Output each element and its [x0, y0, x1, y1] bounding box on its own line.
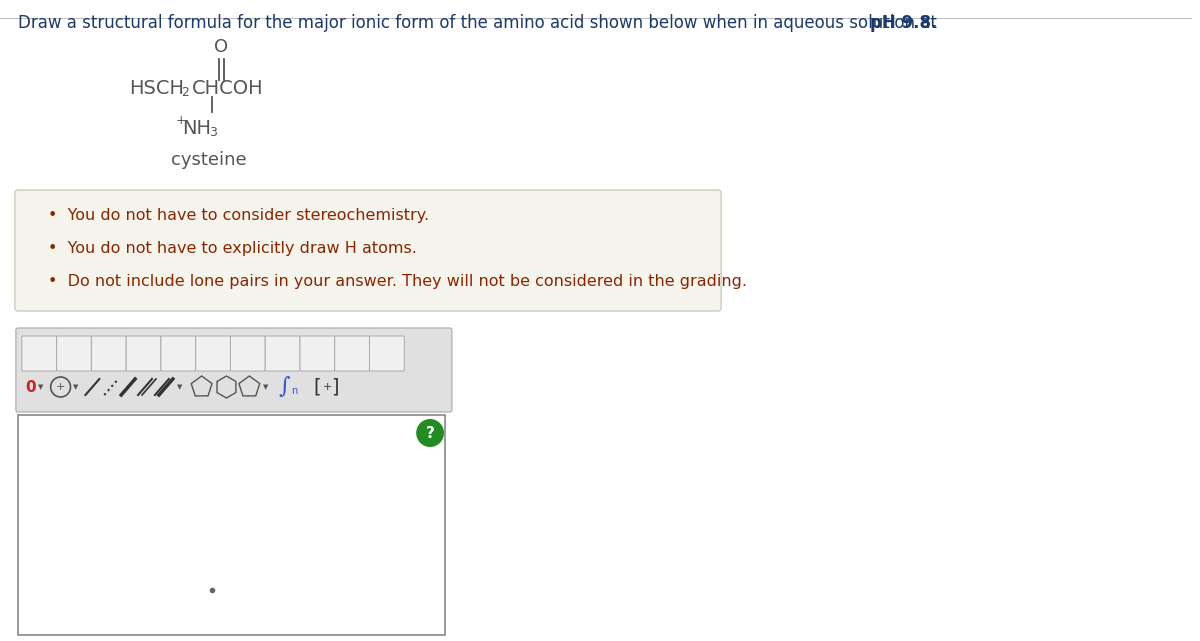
Text: •  Do not include lone pairs in your answer. They will not be considered in the : • Do not include lone pairs in your answ…: [48, 274, 746, 288]
FancyBboxPatch shape: [16, 328, 452, 412]
Text: 0: 0: [25, 379, 36, 394]
Text: ▼: ▼: [72, 384, 78, 390]
Text: NH: NH: [181, 119, 211, 138]
Text: •  You do not have to explicitly draw H atoms.: • You do not have to explicitly draw H a…: [48, 240, 416, 256]
Text: n: n: [292, 386, 298, 396]
Text: +: +: [323, 382, 332, 392]
Text: ▼: ▼: [263, 384, 269, 390]
Text: ▼: ▼: [176, 384, 182, 390]
Text: +: +: [56, 382, 65, 392]
FancyBboxPatch shape: [22, 336, 56, 371]
Text: ?: ?: [426, 426, 434, 440]
FancyBboxPatch shape: [300, 336, 335, 371]
FancyBboxPatch shape: [18, 415, 445, 635]
FancyBboxPatch shape: [230, 336, 265, 371]
FancyBboxPatch shape: [91, 336, 126, 371]
Text: ∫: ∫: [278, 376, 290, 398]
Text: pH 9.8.: pH 9.8.: [870, 14, 937, 32]
FancyBboxPatch shape: [56, 336, 91, 371]
FancyBboxPatch shape: [196, 336, 230, 371]
Circle shape: [416, 419, 444, 447]
Text: 2: 2: [181, 85, 188, 99]
Text: +: +: [176, 113, 186, 126]
FancyBboxPatch shape: [335, 336, 370, 371]
Text: ]: ]: [331, 378, 338, 397]
FancyBboxPatch shape: [14, 190, 721, 311]
FancyBboxPatch shape: [126, 336, 161, 371]
Text: CHCOH: CHCOH: [192, 78, 263, 97]
Text: HSCH: HSCH: [130, 78, 184, 97]
Text: cysteine: cysteine: [170, 151, 246, 169]
Text: 3: 3: [209, 126, 216, 138]
Text: ▼: ▼: [37, 384, 43, 390]
Text: [: [: [314, 378, 322, 397]
FancyBboxPatch shape: [370, 336, 404, 371]
Text: O: O: [215, 38, 228, 56]
FancyBboxPatch shape: [161, 336, 196, 371]
FancyBboxPatch shape: [265, 336, 300, 371]
Text: •  You do not have to consider stereochemistry.: • You do not have to consider stereochem…: [48, 208, 428, 222]
Text: Draw a structural formula for the major ionic form of the amino acid shown below: Draw a structural formula for the major …: [18, 14, 942, 32]
